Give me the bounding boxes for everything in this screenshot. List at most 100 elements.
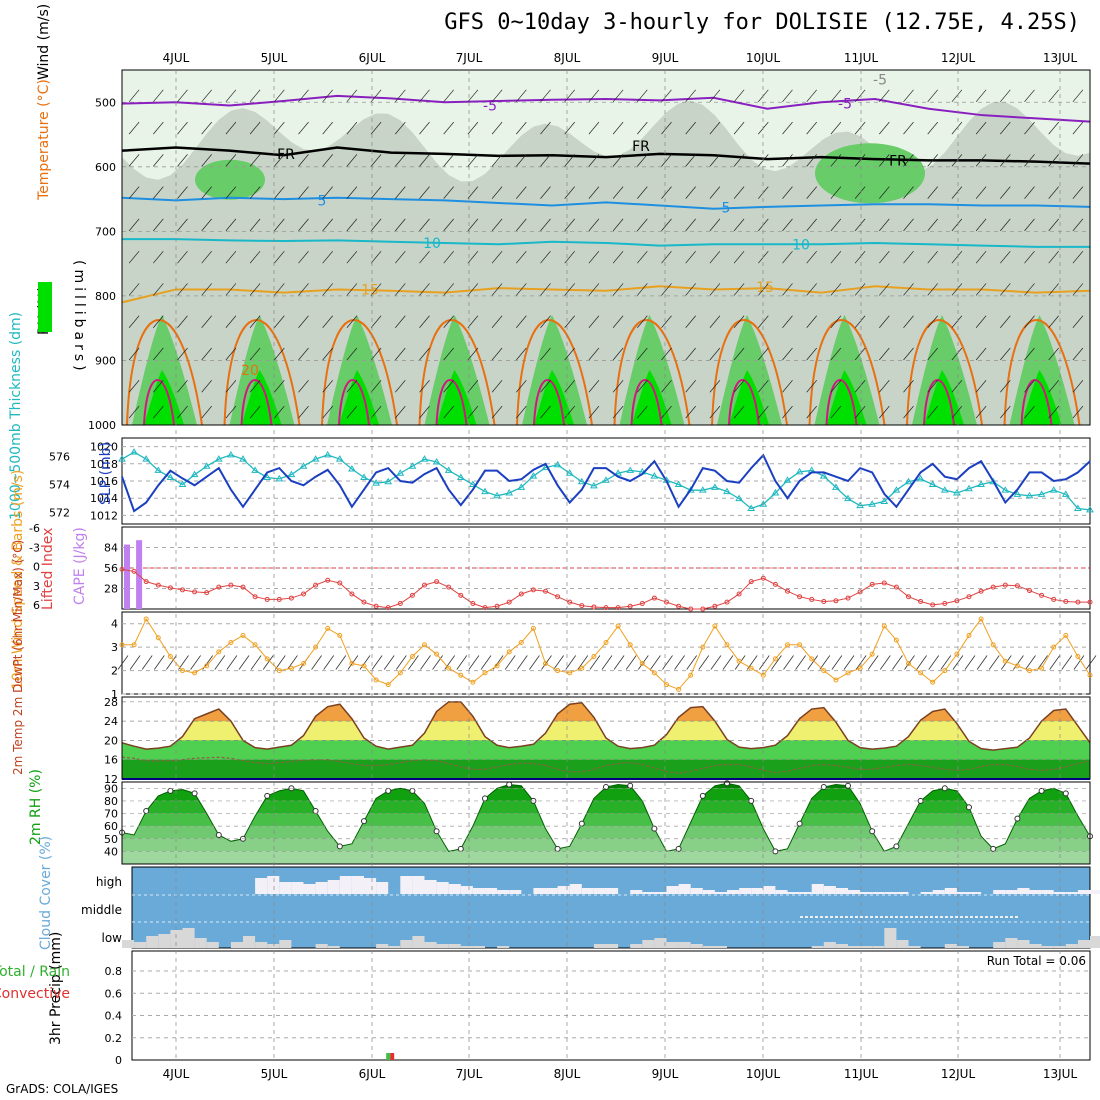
cloud-low-bar [593,944,606,948]
cloud-high-bar [533,888,546,894]
date-label-top: 6JUL [359,51,386,65]
wind-barb [201,154,212,167]
li-point [567,599,573,605]
wind-barb [564,186,575,199]
wind-barb [128,283,140,296]
wind-barb [685,250,696,264]
wind-barb [879,405,890,419]
wind-barb [637,154,648,167]
wind-barb [685,315,696,328]
wind-barb [927,250,938,264]
isotherm-label: 20 [241,363,259,379]
wind-barb [491,380,503,393]
wind-barb [225,186,237,199]
wind-barb [1048,250,1059,264]
rh2-point [651,825,658,832]
wind-barb [733,315,745,328]
credit-label: GrADS: COLA/IGES [6,1082,119,1096]
wind-barb [806,380,817,393]
cloud-high-bar [327,880,340,894]
wind-barb [443,315,454,328]
thickness-point [723,487,731,495]
rh2-point [167,787,174,794]
thickness-point [626,466,635,473]
wind-barb [709,186,721,199]
y-tick-label: 0.6 [105,987,123,1000]
wind-barb [1072,283,1084,296]
wind-barb [685,283,696,296]
wind-speed-point [930,679,936,685]
wind-barb [274,405,285,419]
date-label-bottom: 8JUL [554,1067,581,1081]
cloud-low-bar [327,946,340,948]
y-tick-label: 1000 [88,419,116,432]
thickness-point [602,476,610,483]
cloud-low-bar [702,946,715,948]
wind-barb [346,347,358,361]
surface-wind-barb [843,655,855,670]
wind-barb [322,405,333,419]
isotherm-20-loop [418,319,496,426]
wind-barb [1024,347,1035,361]
wind-barb [879,154,890,167]
wind-speed-point [349,661,355,667]
wind-speed-point [470,679,476,685]
y-tick-label: 70 [104,808,118,821]
rh2-band [122,826,1090,839]
wind-barb [806,121,817,135]
thickness-point [989,477,998,485]
wind-barb [322,283,333,296]
wind-barb [419,347,430,361]
thickness-point [1025,491,1034,499]
y-right-tick-label: 1018 [90,458,118,471]
rh2-point [482,795,488,802]
wind-barb [1048,405,1059,419]
wind-barb [491,218,503,232]
li-point [627,603,633,609]
rh2-band [122,838,1090,852]
wind-barb [516,218,527,232]
surface-wind-barb [976,655,988,670]
wind-barb [346,218,358,232]
li-point [337,580,343,586]
thickness-point [190,470,199,478]
thickness-point [1061,490,1070,497]
wind-speed-point [131,642,137,648]
wind-barb [395,121,406,135]
isotherm-label: -5 [873,73,887,89]
wind-barb [1048,347,1059,361]
li-point [530,587,536,593]
date-label-top: 5JUL [261,51,288,65]
thickness-axis-label: 1000~500mb Thickness (dm) [8,312,24,520]
li-tick-label: 6 [33,599,40,612]
wind-barb [830,89,842,103]
wind-barb [322,380,333,393]
thickness-point [819,472,828,479]
cloud-low-bar [243,936,256,948]
thickness-point [287,470,296,478]
li-point [700,606,706,612]
wind-barb [370,89,382,103]
cloud-low-bar [170,930,183,948]
wind-barb [1048,380,1059,393]
wind-barb [1000,405,1011,419]
wind-barb [249,121,261,135]
cloud-low-bar [206,942,219,948]
surface-wind-barb [710,655,722,670]
li-point [204,590,210,596]
cloud-high-bar [436,882,449,894]
wind-speed-point [494,663,500,669]
rh-saturated-plume [436,370,477,425]
surface-wind-barb [395,655,407,670]
date-label-bottom: 4JUL [163,1067,190,1081]
wind-barb [564,283,575,296]
cloud-high-bar [787,892,800,894]
wind-barb [588,89,600,103]
wind-speed-point [724,642,730,648]
li-point [966,594,972,600]
wind-barb [879,121,890,135]
wind-barb [685,347,696,361]
cloud-low-bar [630,944,643,948]
isotherm-label: 10 [792,237,810,253]
cloud-low-bar [134,942,147,948]
